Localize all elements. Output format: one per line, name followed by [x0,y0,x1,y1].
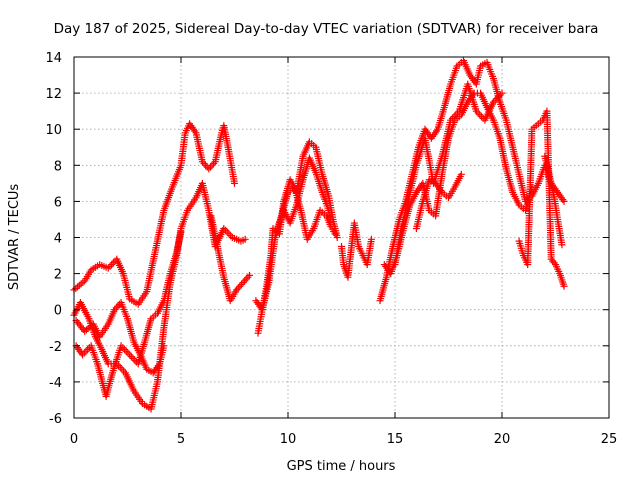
point-track-c [82,347,90,355]
point-track-e [241,277,249,285]
y-tick-label: -4 [49,376,62,391]
point-track-c [177,228,185,236]
point-track-o [558,241,566,249]
point-track-c [126,351,134,359]
point-track-i [367,235,375,243]
y-tick-labels: -6 -4 -2 0 2 4 6 8 10 12 14 [45,51,62,427]
point-track-e [244,273,252,281]
point-track-e [237,280,245,288]
x-axis-label: GPS time / hours [287,459,396,474]
point-track-c [121,345,129,353]
point-track-f [333,234,341,241]
x-tick-label: 20 [494,432,511,447]
point-track-d [160,342,168,350]
point-track-c [122,347,130,355]
point-track-a [202,161,210,169]
point-track-e [236,282,244,290]
point-track-b [241,235,249,243]
point-track-c [84,345,92,353]
y-tick-label: 14 [45,51,62,66]
y-tick-label: 12 [45,87,62,102]
y-tick-label: 0 [54,304,62,319]
y-axis-label: SDTVAR / TECUs [7,184,22,291]
point-track-n [560,282,568,290]
x-tick-label: 10 [280,432,297,447]
x-tick-label: 5 [177,432,185,447]
point-track-b [118,365,126,373]
point-track-b [223,228,231,236]
point-track-l [498,89,506,97]
point-track-d [114,302,122,310]
y-tick-label: 8 [54,159,62,174]
point-track-l [495,93,503,101]
point-track-b [225,230,233,238]
point-track-j [560,197,568,205]
point-track-a [205,165,213,173]
x-tick-labels: 0 5 10 15 20 25 [70,432,617,447]
point-track-m [457,170,465,178]
x-tick-label: 0 [70,432,78,447]
x-tick-label: 25 [601,432,618,447]
point-track-e [239,279,247,287]
chart-title: Day 187 of 2025, Sidereal Day-to-day VTE… [54,21,599,37]
point-track-c [127,353,135,361]
point-track-h [331,230,339,238]
point-track-e [242,275,250,283]
data-points [70,57,568,413]
point-track-b [116,363,124,371]
x-tick-label: 15 [387,432,404,447]
y-tick-label: 10 [45,123,62,138]
point-track-c [129,354,137,362]
y-tick-label: -6 [49,412,62,427]
y-tick-label: 6 [54,195,62,210]
point-track-a [106,262,114,270]
y-tick-label: 2 [54,268,62,283]
y-tick-label: 4 [54,232,62,247]
point-track-a [231,179,238,187]
point-track-l [452,111,460,119]
point-track-a [206,163,214,171]
point-track-l [476,111,484,119]
point-track-e [245,271,253,279]
point-track-a [208,161,216,169]
y-tick-label: -2 [49,340,62,355]
axis-ticks [73,56,610,419]
point-track-c [124,349,132,357]
